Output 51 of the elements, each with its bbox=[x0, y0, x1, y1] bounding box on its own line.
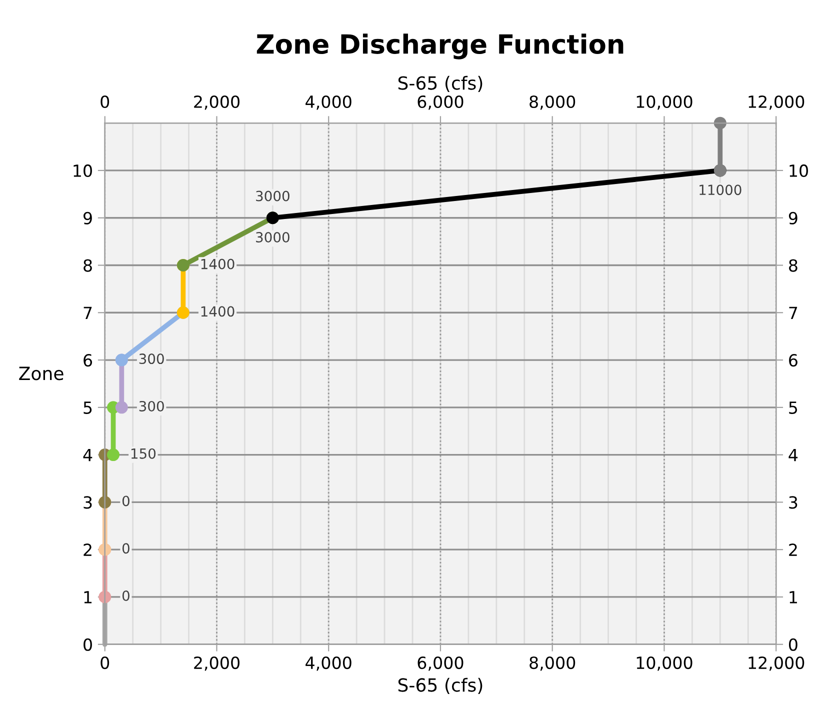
x2-tick-label: 10,000 bbox=[636, 95, 692, 110]
x-tick-label: 0 bbox=[100, 656, 110, 670]
y-axis-title: Zone bbox=[19, 366, 64, 380]
y-tick-label: 7 bbox=[84, 306, 92, 319]
y2-tick-label: 6 bbox=[789, 354, 798, 367]
x2-tick-label: 8,000 bbox=[530, 95, 576, 110]
y2-tick-label: 9 bbox=[788, 212, 798, 224]
y2-tick-label: 5 bbox=[789, 402, 798, 414]
y-tick-label: 9 bbox=[84, 212, 92, 224]
y-tick-label: 2 bbox=[84, 544, 92, 556]
y-tick-label: 6 bbox=[84, 354, 92, 367]
y-tick-label: 10 bbox=[74, 164, 92, 178]
annotation: 0 bbox=[122, 590, 130, 601]
y-tick-label: 0 bbox=[84, 638, 92, 651]
y2-tick-label: 4 bbox=[788, 448, 798, 462]
annotation: 1400 bbox=[201, 306, 234, 317]
annotation: 11000 bbox=[700, 184, 742, 196]
y2-tick-label: 2 bbox=[789, 544, 797, 556]
x-tick-label: 2,000 bbox=[194, 656, 240, 671]
annotation: 150 bbox=[131, 448, 156, 459]
y2-tick-label: 3 bbox=[789, 496, 798, 509]
annotation: 3000 bbox=[256, 232, 290, 242]
annotation: 1400 bbox=[201, 258, 234, 270]
x-axis-title: S-65 (cfs) bbox=[398, 678, 482, 694]
y2-tick-label: 8 bbox=[789, 259, 798, 272]
x2-tick-label: 0 bbox=[100, 95, 110, 108]
annotation: 3000 bbox=[256, 190, 290, 202]
x2-axis-title: S-65 (cfs) bbox=[398, 76, 482, 92]
annotation: 0 bbox=[122, 543, 130, 554]
y2-tick-label: 1 bbox=[790, 591, 797, 604]
x-tick-label: 12,000 bbox=[748, 656, 804, 671]
x-tick-label: 4,000 bbox=[306, 656, 352, 671]
x-tick-label: 10,000 bbox=[636, 656, 692, 671]
y2-tick-label: 0 bbox=[788, 638, 798, 651]
x-tick-label: 6,000 bbox=[418, 656, 464, 671]
x2-tick-label: 4,000 bbox=[306, 95, 352, 110]
y-tick-label: 1 bbox=[84, 591, 92, 604]
y2-tick-label: 10 bbox=[790, 164, 808, 178]
y-tick-label: 8 bbox=[84, 259, 92, 272]
x2-tick-label: 2,000 bbox=[194, 95, 240, 110]
y2-tick-label: 7 bbox=[789, 306, 798, 319]
annotation: 300 bbox=[139, 354, 164, 364]
x-tick-label: 8,000 bbox=[530, 656, 576, 671]
annotation: 0 bbox=[122, 496, 130, 506]
x2-tick-label: 12,000 bbox=[748, 95, 804, 110]
x2-tick-label: 6,000 bbox=[418, 95, 464, 110]
annotation: 300 bbox=[139, 400, 164, 412]
y-tick-label: 3 bbox=[84, 496, 92, 509]
y-tick-label: 4 bbox=[83, 448, 92, 462]
chart-title: Zone Discharge Function bbox=[256, 34, 624, 60]
y-tick-label: 5 bbox=[84, 402, 92, 414]
